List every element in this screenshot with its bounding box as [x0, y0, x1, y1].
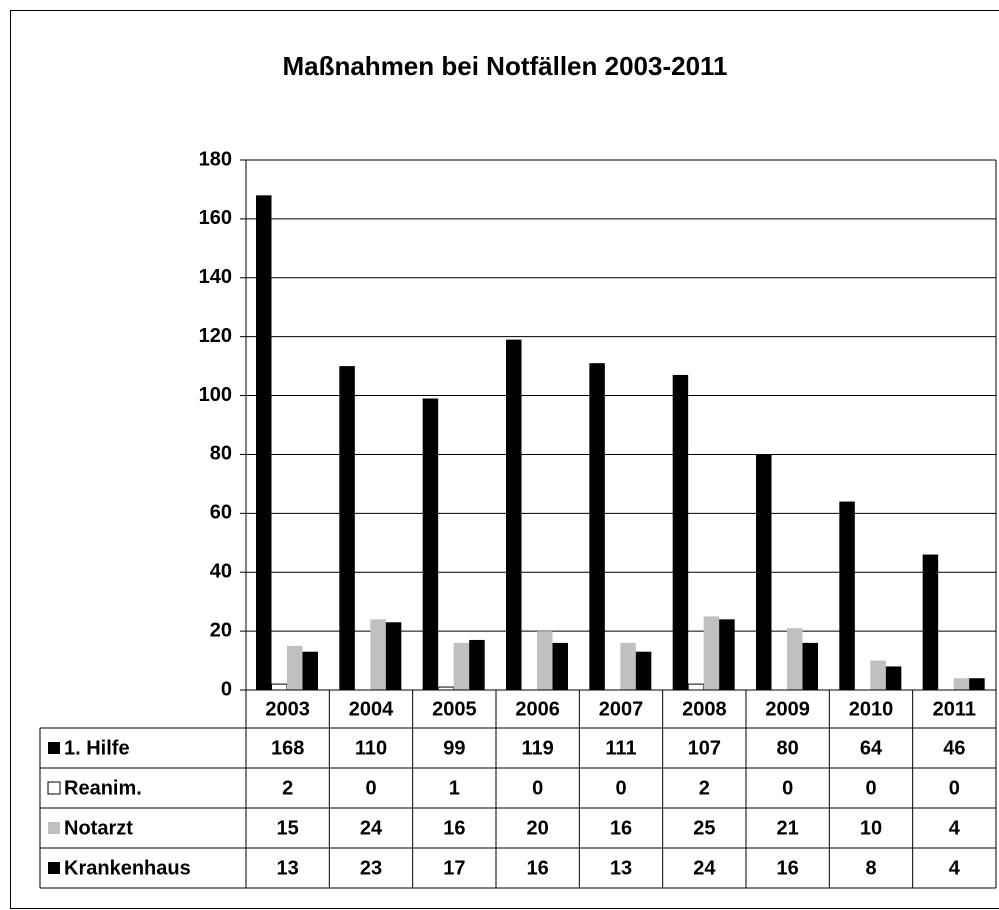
- bar: [885, 666, 902, 690]
- table-value: 8: [865, 857, 876, 879]
- y-tick-label: 160: [199, 207, 232, 229]
- x-tick-label: 2009: [765, 698, 810, 720]
- y-tick-label: 40: [210, 561, 232, 583]
- table-value: 99: [443, 737, 465, 759]
- bar: [672, 374, 689, 690]
- y-tick-label: 60: [210, 502, 232, 524]
- bar: [802, 642, 818, 690]
- x-tick-label: 2005: [432, 698, 477, 720]
- bar: [635, 651, 652, 690]
- table-value: 4: [949, 817, 961, 839]
- legend-label: Krankenhaus: [64, 857, 191, 879]
- y-tick-label: 100: [199, 384, 232, 406]
- table-value: 13: [610, 857, 632, 879]
- x-tick-label: 2007: [599, 698, 644, 720]
- bar: [506, 339, 522, 690]
- bar: [620, 642, 636, 690]
- legend-label: Reanim.: [64, 777, 142, 799]
- bar: [422, 398, 439, 690]
- table-value: 0: [532, 777, 543, 799]
- table-value: 1: [449, 777, 460, 799]
- bar: [302, 651, 318, 690]
- table-value: 107: [688, 737, 721, 759]
- table-value: 0: [782, 777, 793, 799]
- legend-label: Notarzt: [64, 817, 133, 839]
- bar: [271, 683, 288, 691]
- table-value: 24: [693, 857, 716, 879]
- legend-key: [48, 862, 60, 874]
- table-value: 110: [355, 737, 387, 759]
- table-value: 64: [860, 737, 883, 759]
- bar: [839, 501, 855, 690]
- bar: [385, 622, 402, 690]
- bar: [339, 366, 355, 690]
- table-value: 23: [360, 857, 382, 879]
- bar: [469, 639, 485, 690]
- table-value: 0: [865, 777, 876, 799]
- table-value: 2: [699, 777, 710, 799]
- bar: [552, 642, 568, 690]
- table-value: 46: [943, 737, 965, 759]
- legend-label: 1. Hilfe: [64, 737, 130, 759]
- bar: [537, 631, 553, 690]
- bar: [922, 554, 939, 690]
- table-value: 0: [365, 777, 376, 799]
- y-tick-label: 80: [210, 443, 232, 465]
- table-value: 17: [443, 857, 465, 879]
- x-tick-label: 2004: [349, 698, 394, 720]
- bar: [870, 660, 886, 690]
- chart-frame: [10, 10, 999, 909]
- y-tick-label: 120: [199, 325, 232, 347]
- y-tick-label: 180: [199, 148, 232, 170]
- x-tick-label: 2010: [849, 698, 894, 720]
- table-value: 16: [777, 857, 799, 879]
- table-value: 25: [693, 817, 715, 839]
- table-value: 4: [949, 857, 961, 879]
- table-value: 0: [615, 777, 626, 799]
- bar: [453, 642, 470, 690]
- bar: [969, 678, 985, 690]
- bar: [703, 616, 720, 690]
- table-value: 119: [522, 737, 554, 759]
- bar: [787, 628, 803, 690]
- y-tick-label: 0: [221, 678, 232, 700]
- x-tick-label: 2006: [515, 698, 560, 720]
- bar: [953, 678, 970, 690]
- x-tick-label: 2011: [933, 698, 976, 720]
- table-value: 168: [271, 737, 304, 759]
- bar: [287, 645, 303, 690]
- table-value: 15: [277, 817, 299, 839]
- bar: [370, 619, 386, 690]
- table-value: 80: [777, 737, 799, 759]
- x-tick-label: 2003: [265, 698, 310, 720]
- table-value: 20: [527, 817, 549, 839]
- bar: [719, 619, 735, 690]
- legend-key: [47, 781, 61, 795]
- table-value: 16: [527, 857, 549, 879]
- bar: [687, 683, 705, 691]
- table-value: 10: [860, 817, 882, 839]
- chart-title: Maßnahmen bei Notfällen 2003-2011: [282, 51, 727, 81]
- table-value: 13: [277, 857, 299, 879]
- table-value: 111: [605, 737, 636, 759]
- bar: [756, 454, 772, 690]
- table-value: 16: [610, 817, 632, 839]
- bar: [256, 195, 272, 691]
- bar: [589, 363, 605, 690]
- y-tick-label: 140: [199, 266, 232, 288]
- x-tick-label: 2008: [682, 698, 727, 720]
- table-value: 0: [949, 777, 960, 799]
- table-value: 16: [443, 817, 465, 839]
- table-value: 2: [282, 777, 293, 799]
- table-value: 24: [360, 817, 383, 839]
- y-tick-label: 20: [210, 619, 232, 641]
- legend-key: [48, 822, 60, 834]
- table-value: 21: [777, 817, 799, 839]
- legend-key: [48, 742, 60, 754]
